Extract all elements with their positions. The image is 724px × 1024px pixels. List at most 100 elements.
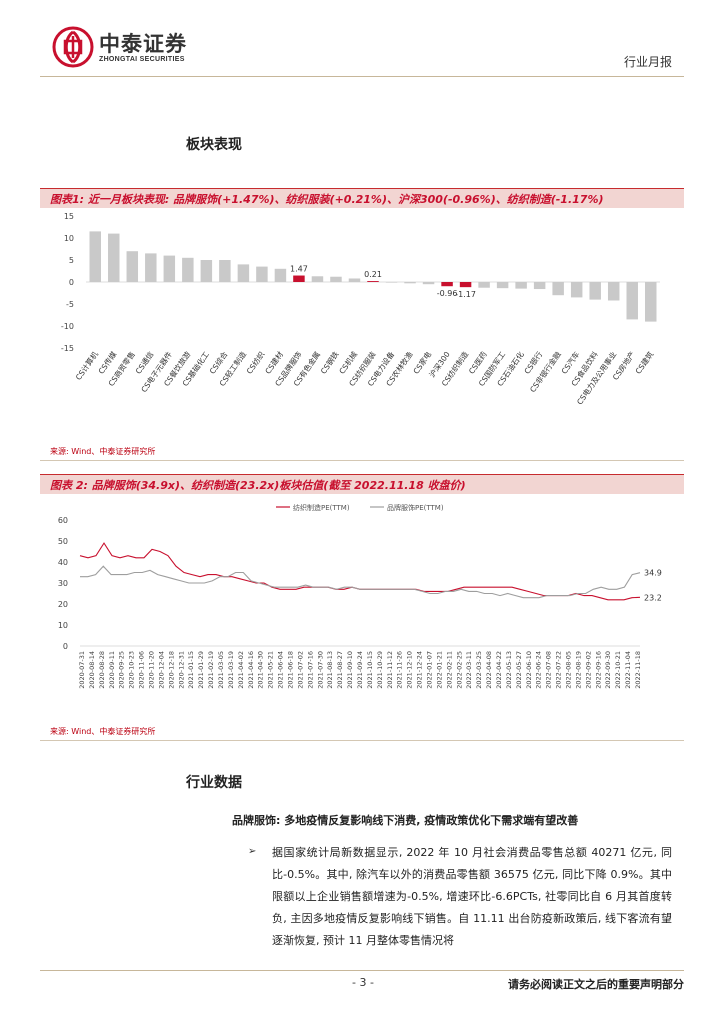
y-tick-label: 60 <box>58 516 68 525</box>
bar <box>645 282 657 322</box>
y-tick-label: -15 <box>61 344 74 353</box>
x-tick-label: 2021-12-24 <box>416 651 424 689</box>
bar <box>219 260 231 282</box>
report-type: 行业月报 <box>623 55 672 69</box>
y-tick-label: 10 <box>58 621 68 630</box>
bar-data-label: -1.17 <box>455 290 476 299</box>
legend-label: 纺织制造PE(TTM) <box>293 503 350 512</box>
x-tick-label: 2021-12-10 <box>406 651 414 689</box>
x-tick-label: 2020-09-25 <box>118 651 126 689</box>
x-tick-label: 2022-06-10 <box>525 651 533 689</box>
bar <box>89 231 101 282</box>
x-tick-label: 2022-08-05 <box>565 651 573 689</box>
x-tick-label: 2021-06-04 <box>277 651 285 689</box>
x-tick-label: 2020-12-04 <box>157 651 165 689</box>
x-tick-label: 2022-04-22 <box>495 651 503 689</box>
figure1-title: 图表1: 近一月板块表现: 品牌服饰(+1.47%)、纺织服装(+0.21%)、… <box>50 193 604 206</box>
bar <box>293 275 305 282</box>
x-tick-label: 2022-01-21 <box>435 651 443 689</box>
series-end-label: 23.2 <box>644 593 662 602</box>
x-tick-label: 2022-11-04 <box>624 651 632 689</box>
bullet-arrow-icon: ➢ <box>248 846 257 857</box>
page-number: - 3 - <box>352 976 374 989</box>
bar <box>515 282 527 289</box>
bar <box>422 282 435 285</box>
bar <box>182 257 194 282</box>
bar-data-label: 0.21 <box>364 270 382 279</box>
footer-disclaimer: 请务必阅读正文之后的重要声明部分 <box>508 978 684 991</box>
y-tick-label: 30 <box>58 579 68 588</box>
y-tick-label: 0 <box>69 278 74 287</box>
bar <box>533 282 546 290</box>
bar <box>237 264 250 282</box>
x-tick-label: 2022-05-13 <box>505 651 513 689</box>
figure2-title-bar: 图表 2: 品牌服饰(34.9x)、纺织制造(23.2x)板块估值(截至 202… <box>40 474 684 494</box>
subheading-brand-apparel: 品牌服饰: 多地疫情反复影响线下消费, 疫情政策优化下需求端有望改善 <box>232 814 579 827</box>
y-tick-label: 40 <box>58 558 68 567</box>
y-tick-label: 15 <box>64 212 74 221</box>
bar <box>478 282 490 288</box>
figure1-source: 来源: Wind、中泰证券研究所 <box>50 447 156 456</box>
x-tick-label: 2020-07-31 <box>78 651 86 689</box>
figure2-title: 图表 2: 品牌服饰(34.9x)、纺织制造(23.2x)板块估值(截至 202… <box>50 479 466 492</box>
x-tick-label: 2022-06-24 <box>535 651 543 689</box>
x-tick-label: 2022-03-25 <box>475 651 483 689</box>
header-divider <box>40 76 684 77</box>
x-tick-label: 2021-10-29 <box>376 651 384 689</box>
x-tick-label: 2022-04-08 <box>485 651 493 689</box>
body-paragraph: 据国家统计局新数据显示, 2022 年 10 月社会消费品零售总额 40271 … <box>272 846 672 947</box>
x-tick-label: 2021-04-16 <box>247 651 255 689</box>
x-tick-label: 2020-12-31 <box>177 651 185 689</box>
x-tick-label: 2020-08-14 <box>88 651 96 689</box>
bar <box>385 282 398 283</box>
line-chart: 纺织制造PE(TTM) 品牌服饰PE(TTM) 0 10 20 30 40 50 60 2020-… <box>58 503 662 689</box>
bar <box>145 253 157 282</box>
bar <box>589 282 601 300</box>
x-tick-label: 2022-07-22 <box>555 651 563 689</box>
x-tick-label: 2021-07-02 <box>296 651 304 689</box>
y-tick-label: -10 <box>61 322 74 331</box>
y-tick-label: 50 <box>58 537 68 546</box>
x-tick-label: 2021-02-19 <box>207 651 215 689</box>
y-tick-label: 5 <box>69 256 74 265</box>
x-tick-label: 2022-01-07 <box>426 651 434 689</box>
bar <box>552 282 564 296</box>
x-tick-label: 2021-10-15 <box>366 651 374 689</box>
x-tick-label: 2020-11-20 <box>148 651 156 689</box>
x-tick-label: 2022-09-16 <box>594 651 602 689</box>
figure2-source: 来源: Wind、中泰证券研究所 <box>50 727 156 736</box>
x-tick-label: 2022-08-19 <box>574 651 582 689</box>
section-title-sector-performance: 板块表现 <box>186 137 242 153</box>
bar <box>126 251 139 282</box>
series-end-label: 34.9 <box>644 569 662 578</box>
y-tick-label: 0 <box>63 642 68 651</box>
bar <box>459 282 472 288</box>
figure1-title-bar: 图表1: 近一月板块表现: 品牌服饰(+1.47%)、纺织服装(+0.21%)、… <box>40 188 684 208</box>
bar <box>163 255 176 282</box>
bar <box>367 281 379 282</box>
y-tick-label: 10 <box>64 234 74 243</box>
figure1-divider <box>40 460 684 461</box>
bar <box>348 278 361 282</box>
bar <box>441 282 453 287</box>
bar <box>256 266 268 282</box>
x-tick-label: 2020-12-18 <box>167 651 175 689</box>
x-tick-label: 2021-09-10 <box>346 651 354 689</box>
x-tick-label: 2022-09-30 <box>604 651 612 689</box>
bar-chart: 151050-5-10-15CS计算机CS传媒CS商贸零售CS通信CS电子元器件… <box>61 212 660 406</box>
logo-text-cn: 中泰证券 <box>99 32 187 56</box>
logo-text-en: ZHONGTAI SECURITIES <box>99 56 185 63</box>
y-tick-label: -5 <box>66 300 74 309</box>
x-tick-label: 2021-09-24 <box>356 651 364 689</box>
bar <box>496 282 509 289</box>
x-tick-label: 2021-04-02 <box>237 651 245 689</box>
x-tick-label: 2022-03-11 <box>465 651 473 689</box>
series-line <box>79 542 641 601</box>
page-header: 中泰证券 ZHONGTAI SECURITIES 行业月报 <box>0 0 724 80</box>
x-tick-label: 2022-09-02 <box>584 651 592 689</box>
x-tick-label: 2020-10-23 <box>128 651 136 689</box>
x-tick-label: 2021-08-13 <box>326 651 334 689</box>
x-tick-label: 2020-11-06 <box>138 651 146 689</box>
x-tick-label: 2022-02-11 <box>445 651 453 689</box>
bar <box>311 276 324 282</box>
